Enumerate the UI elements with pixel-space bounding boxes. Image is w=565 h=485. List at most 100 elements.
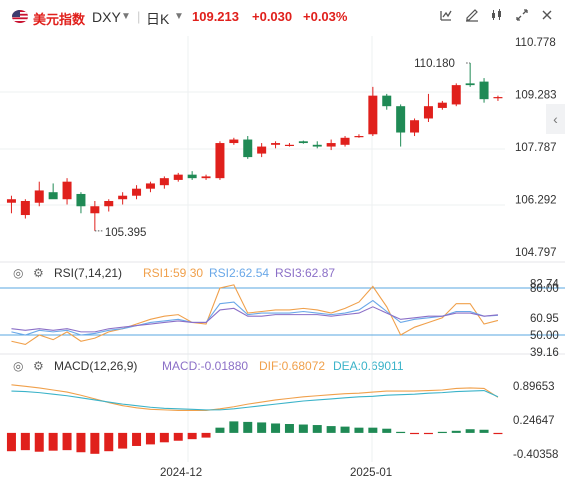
macd-histogram-bar: [340, 426, 350, 433]
macd-histogram-bar: [257, 422, 267, 433]
macd-histogram-bar: [6, 432, 16, 452]
rsi-axis-label: 60.95: [530, 313, 559, 325]
candle-body: [312, 144, 322, 147]
instrument-symbol[interactable]: DXY: [92, 9, 121, 25]
candle-body: [173, 174, 183, 180]
macd-histogram-bar: [493, 432, 503, 435]
candle-body: [76, 193, 86, 207]
dropdown-icon[interactable]: ▼: [121, 11, 131, 22]
candle-body: [229, 139, 239, 144]
macd-histogram-bar: [451, 430, 461, 433]
settings-icon[interactable]: ⚙: [33, 359, 44, 373]
dif-value: DIF:0.68072: [259, 359, 326, 373]
macd-histogram-bar: [173, 432, 183, 441]
price-change-pct: +0.03%: [303, 9, 348, 24]
macd-histogram-bar: [298, 424, 308, 433]
candle-body: [159, 178, 169, 186]
candle-body: [6, 199, 16, 203]
rsi3-value: RSI3:62.87: [275, 266, 336, 280]
expand-icon[interactable]: [512, 8, 532, 28]
rsi-level-label: 50.00: [530, 330, 559, 342]
macd-histogram-bar: [20, 432, 30, 451]
rsi-level-label: 80.00: [530, 283, 559, 295]
candle-body: [243, 139, 253, 158]
macd-histogram-bar: [62, 432, 72, 451]
settings-icon[interactable]: [487, 8, 507, 28]
macd-histogram-bar: [76, 432, 86, 453]
date-axis-label: 2025-01: [350, 467, 392, 479]
candle-body: [62, 181, 72, 200]
candle-body: [48, 192, 58, 200]
period-selector[interactable]: 日K: [146, 11, 170, 27]
macd-histogram-bar: [201, 432, 211, 438]
macd-histogram-bar: [145, 432, 155, 445]
macd-histogram-bar: [187, 432, 197, 440]
price-axis-label: 110.778: [515, 37, 556, 49]
macd-histogram-bar: [118, 432, 128, 449]
macd-value: MACD:-0.01880: [162, 359, 249, 373]
price-axis-label: 106.292: [515, 195, 557, 207]
candle-body: [284, 144, 294, 147]
collapse-arrow-icon[interactable]: ‹: [546, 104, 565, 134]
candle-body: [423, 106, 433, 119]
close-icon[interactable]: [537, 8, 557, 28]
instrument-name[interactable]: 美元指数: [33, 12, 86, 27]
candle-body: [145, 183, 155, 189]
dea-value: DEA:0.69011: [333, 359, 404, 373]
macd-histogram-bar: [465, 429, 475, 433]
macd-histogram-bar: [396, 431, 406, 434]
candle-body: [187, 174, 197, 179]
macd-histogram-bar: [159, 432, 169, 443]
macd-histogram-bar: [326, 426, 336, 433]
macd-histogram-bar: [284, 423, 294, 433]
candle-body: [34, 190, 44, 203]
chart-header: 美元指数 DXY ▼ | 日K ▼ 109.213 +0.030 +0.03%: [0, 0, 565, 34]
candle-body: [271, 143, 281, 145]
macd-histogram-bar: [34, 432, 44, 452]
candle-body: [132, 188, 142, 196]
candle-body: [118, 195, 128, 200]
rsi-line-rsi1: [11, 284, 499, 345]
candle-body: [465, 83, 475, 86]
divider: |: [137, 9, 141, 24]
macd-axis-label: 0.89653: [513, 381, 555, 393]
macd-histogram-bar: [368, 427, 378, 433]
candle-body: [257, 146, 267, 154]
macd-axis-label: 0.24647: [513, 415, 555, 427]
price-axis-label: 104.797: [515, 247, 557, 259]
candle-body: [410, 120, 420, 133]
macd-histogram-bar: [215, 427, 225, 433]
date-axis-label: 2024-12: [160, 467, 202, 479]
macd-axis-label: -0.40358: [513, 449, 558, 461]
candle-body: [493, 97, 503, 99]
indicator-icon[interactable]: [436, 8, 456, 28]
macd-histogram-bar: [354, 427, 364, 433]
rsi-axis-label: 39.16: [530, 347, 559, 359]
macd-histogram-bar: [104, 432, 114, 452]
price-axis-label: 109.283: [515, 89, 557, 101]
eye-icon[interactable]: ◎: [13, 266, 24, 280]
candle-body: [437, 102, 447, 108]
us-flag-icon: [12, 10, 28, 23]
rsi2-value: RSI2:62.54: [209, 266, 270, 280]
rsi-line-rsi2: [11, 299, 498, 336]
macd-histogram-bar: [229, 421, 239, 433]
dropdown-icon[interactable]: ▼: [174, 11, 184, 22]
candle-body: [396, 106, 406, 133]
macd-histogram-bar: [437, 431, 447, 434]
settings-icon[interactable]: ⚙: [33, 266, 44, 280]
price-change: +0.030: [252, 9, 293, 24]
macd-histogram-bar: [479, 429, 489, 433]
macd-dea-line: [11, 389, 499, 411]
macd-label: MACD(12,26,9): [54, 359, 138, 373]
rsi-axis-label: 82.74: [530, 279, 559, 291]
eye-icon[interactable]: ◎: [13, 359, 24, 373]
candle-body: [90, 206, 100, 214]
draw-icon[interactable]: [462, 8, 482, 28]
rsi-line-rsi3: [11, 306, 499, 333]
candle-body: [479, 81, 489, 100]
candle-body: [326, 143, 336, 147]
macd-dif-line: [11, 384, 499, 411]
last-price: 109.213: [192, 9, 239, 24]
